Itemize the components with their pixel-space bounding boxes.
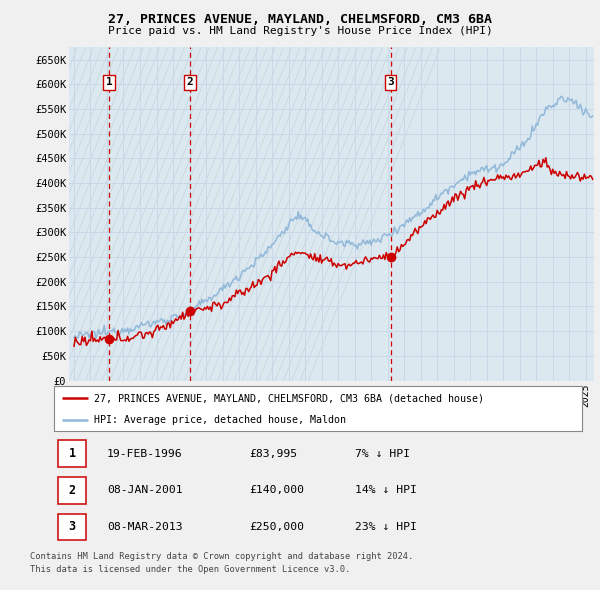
Text: This data is licensed under the Open Government Licence v3.0.: This data is licensed under the Open Gov… xyxy=(30,565,350,573)
Text: 3: 3 xyxy=(387,77,394,87)
Text: £83,995: £83,995 xyxy=(250,448,298,458)
Text: 19-FEB-1996: 19-FEB-1996 xyxy=(107,448,182,458)
Text: 14% ↓ HPI: 14% ↓ HPI xyxy=(355,486,417,495)
FancyBboxPatch shape xyxy=(58,440,86,467)
Text: 7% ↓ HPI: 7% ↓ HPI xyxy=(355,448,410,458)
Text: 2: 2 xyxy=(187,77,193,87)
Text: 23% ↓ HPI: 23% ↓ HPI xyxy=(355,522,417,532)
Text: 27, PRINCES AVENUE, MAYLAND, CHELMSFORD, CM3 6BA (detached house): 27, PRINCES AVENUE, MAYLAND, CHELMSFORD,… xyxy=(94,394,484,404)
Text: 1: 1 xyxy=(106,77,112,87)
Text: 2: 2 xyxy=(68,484,76,497)
Text: 27, PRINCES AVENUE, MAYLAND, CHELMSFORD, CM3 6BA: 27, PRINCES AVENUE, MAYLAND, CHELMSFORD,… xyxy=(108,13,492,26)
Text: 1: 1 xyxy=(68,447,76,460)
Text: £250,000: £250,000 xyxy=(250,522,304,532)
FancyBboxPatch shape xyxy=(58,477,86,504)
Text: 08-JAN-2001: 08-JAN-2001 xyxy=(107,486,182,495)
Text: 3: 3 xyxy=(68,520,76,533)
Text: HPI: Average price, detached house, Maldon: HPI: Average price, detached house, Mald… xyxy=(94,415,346,425)
Text: £140,000: £140,000 xyxy=(250,486,304,495)
FancyBboxPatch shape xyxy=(58,513,86,540)
Text: Price paid vs. HM Land Registry's House Price Index (HPI): Price paid vs. HM Land Registry's House … xyxy=(107,26,493,36)
Text: Contains HM Land Registry data © Crown copyright and database right 2024.: Contains HM Land Registry data © Crown c… xyxy=(30,552,413,560)
Text: 08-MAR-2013: 08-MAR-2013 xyxy=(107,522,182,532)
